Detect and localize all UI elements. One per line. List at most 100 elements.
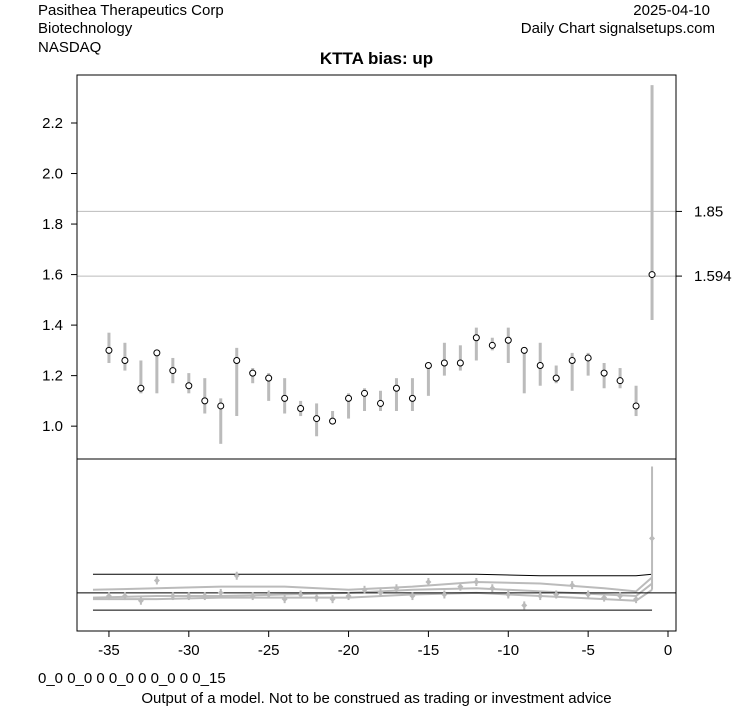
lower-marker-4 xyxy=(169,593,176,600)
data-point-21 xyxy=(440,359,448,367)
data-point-16 xyxy=(361,389,369,397)
lower-marker-17 xyxy=(377,589,384,596)
data-point-15 xyxy=(345,394,353,402)
lower-marker-3 xyxy=(153,577,160,584)
upper-panel-points xyxy=(105,271,656,425)
data-point-34 xyxy=(648,271,656,279)
right-label-0: 1.85 xyxy=(694,203,723,220)
x-tick-label-3: -20 xyxy=(338,642,360,659)
x-tick-label-7: 0 xyxy=(664,642,672,659)
data-point-25 xyxy=(504,336,512,344)
lower-marker-0 xyxy=(105,593,112,600)
y-tick-label-0: 1.0 xyxy=(42,418,63,435)
data-point-13 xyxy=(313,415,321,423)
chart-axes: 1.85 1.594 1.0 1.2 1.4 1.6 1.8 2.0 2.2 -35 -30 -25 -… xyxy=(42,115,731,659)
data-point-2 xyxy=(137,384,145,392)
y-tick-label-5: 2.0 xyxy=(42,166,63,183)
data-point-24 xyxy=(488,341,496,349)
right-label-1: 1.594 xyxy=(694,268,732,285)
data-point-9 xyxy=(249,369,257,377)
lower-marker-33 xyxy=(633,596,640,603)
lower-panel xyxy=(77,466,676,611)
data-point-14 xyxy=(329,417,337,425)
x-tick-label-0: -35 xyxy=(98,642,120,659)
upper-panel-grid xyxy=(77,210,676,277)
data-point-7 xyxy=(217,402,225,410)
data-point-18 xyxy=(392,384,400,392)
data-point-4 xyxy=(169,367,177,375)
lower-marker-11 xyxy=(281,596,288,603)
lower-marker-30 xyxy=(585,591,592,598)
lower-marker-7 xyxy=(217,589,224,596)
x-tick-label-6: -5 xyxy=(581,642,594,659)
lower-marker-14 xyxy=(329,596,336,603)
exchange-label: NASDAQ xyxy=(38,39,102,56)
data-point-3 xyxy=(153,349,161,357)
model-code: 0_0 0_0 0 0_0 0 0_0 0 0_15 xyxy=(38,670,226,687)
x-tick-label-2: -25 xyxy=(258,642,280,659)
data-point-22 xyxy=(456,359,464,367)
data-point-31 xyxy=(600,369,608,377)
lower-marker-29 xyxy=(569,582,576,589)
data-point-10 xyxy=(265,374,273,382)
data-point-29 xyxy=(568,356,576,364)
lower-marker-18 xyxy=(393,585,400,592)
data-point-30 xyxy=(584,354,592,362)
lower-marker-20 xyxy=(425,579,432,585)
data-point-32 xyxy=(616,377,624,385)
x-tick-label-5: -10 xyxy=(497,642,519,659)
data-point-0 xyxy=(105,346,113,354)
chart-date: 2025-04-10 xyxy=(633,2,710,19)
lower-marker-31 xyxy=(601,594,608,601)
lower-marker-13 xyxy=(313,594,320,601)
data-point-20 xyxy=(424,362,432,370)
y-tick-label-1: 1.2 xyxy=(42,368,63,385)
lower-upper-line xyxy=(92,573,653,577)
data-point-1 xyxy=(121,356,129,364)
y-tick-label-2: 1.4 xyxy=(42,317,63,334)
lower-marker-5 xyxy=(185,593,192,600)
lower-marker-22 xyxy=(457,583,464,590)
data-point-19 xyxy=(408,394,416,402)
lower-panel-frame xyxy=(76,458,677,632)
lower-marker-1 xyxy=(121,593,128,600)
lower-marker-6 xyxy=(201,593,208,600)
y-tick-label-4: 1.8 xyxy=(42,216,63,233)
company-name: Pasithea Therapeutics Corp xyxy=(38,2,224,19)
lower-marker-10 xyxy=(265,591,272,598)
lower-marker-32 xyxy=(617,593,624,600)
lower-marker-15 xyxy=(345,593,352,600)
data-point-17 xyxy=(376,399,384,407)
data-point-28 xyxy=(552,374,560,382)
lower-marker-9 xyxy=(249,593,256,600)
data-point-23 xyxy=(472,334,480,342)
data-point-8 xyxy=(233,356,241,364)
data-point-26 xyxy=(520,346,528,354)
lower-marker-16 xyxy=(361,586,368,593)
data-point-33 xyxy=(632,402,640,410)
lower-marker-8 xyxy=(233,572,240,579)
lower-marker-2 xyxy=(137,597,144,604)
lower-marker-28 xyxy=(553,591,560,598)
x-tick-label-1: -30 xyxy=(178,642,200,659)
chart-title: KTTA bias: up xyxy=(319,49,434,68)
industry-label: Biotechnology xyxy=(38,20,133,37)
lower-band-0 xyxy=(92,582,653,599)
data-point-11 xyxy=(281,394,289,402)
lower-marker-19 xyxy=(409,593,416,600)
data-point-5 xyxy=(185,382,193,390)
x-tick-label-4: -15 xyxy=(418,642,440,659)
lower-marker-21 xyxy=(441,591,448,598)
data-point-27 xyxy=(536,362,544,370)
data-point-6 xyxy=(201,397,209,405)
lower-band-1 xyxy=(92,576,653,593)
disclaimer: Output of a model. Not to be construed a… xyxy=(141,690,612,707)
lower-marker-25 xyxy=(505,591,512,598)
lower-marker-24 xyxy=(489,585,496,592)
upper-panel-frame xyxy=(76,74,677,460)
y-tick-label-3: 1.6 xyxy=(42,267,63,284)
upper-panel-range-bars xyxy=(107,85,654,444)
lower-marker-27 xyxy=(537,593,544,600)
lower-marker-23 xyxy=(473,579,480,585)
